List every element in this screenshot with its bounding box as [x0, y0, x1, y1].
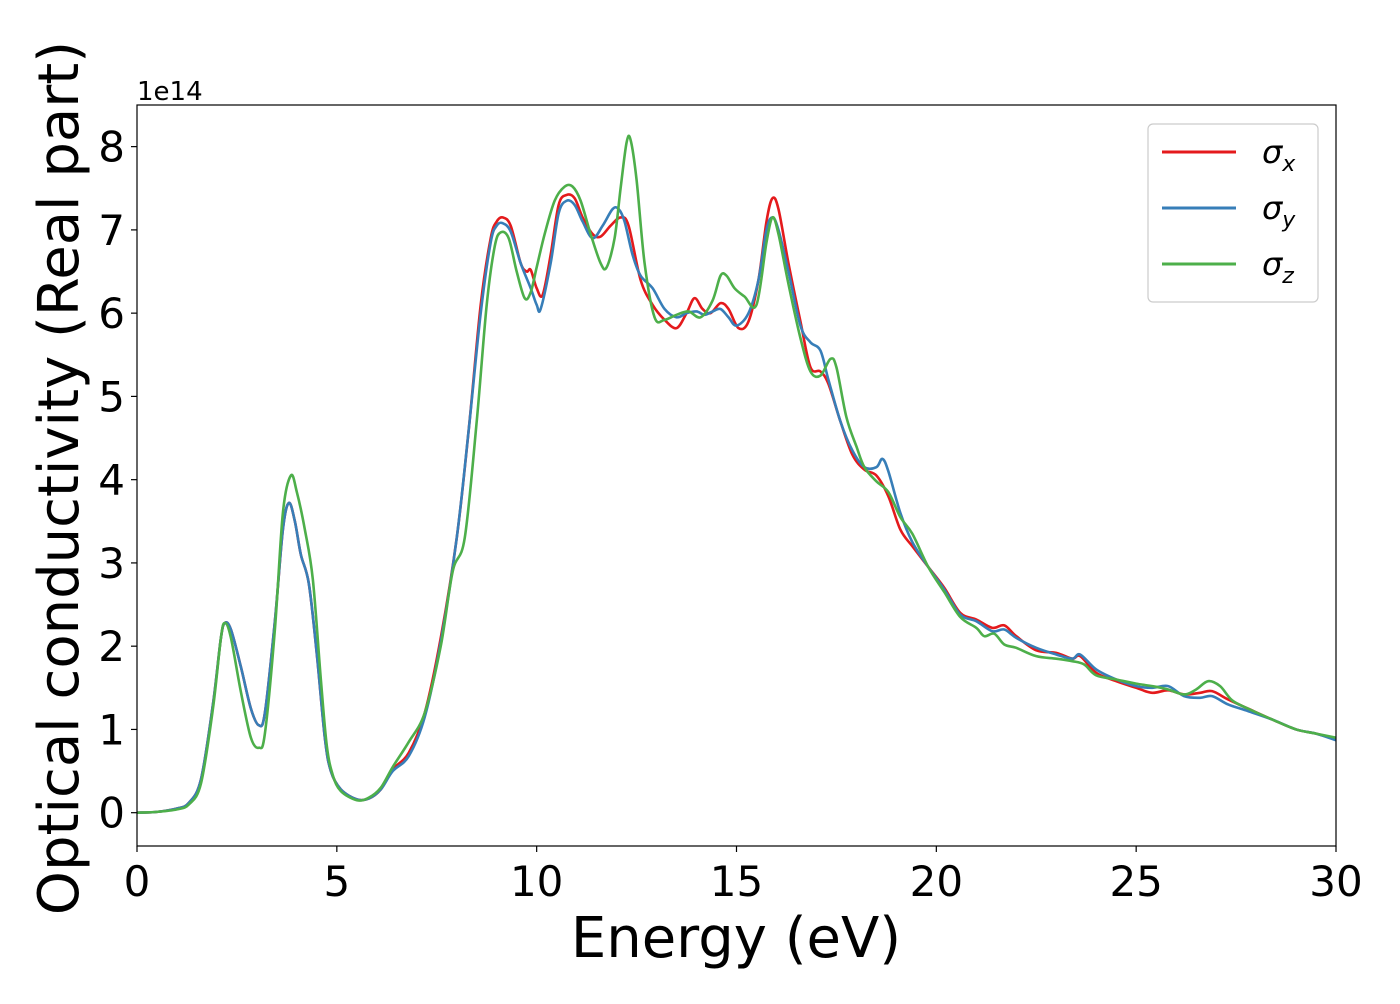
y-tick-label: 0 — [98, 789, 125, 838]
x-axis-title: Energy (eV) — [571, 906, 901, 971]
y-tick-label: 6 — [98, 289, 125, 338]
legend-entry-z: σz — [1262, 245, 1294, 289]
legend-box — [1147, 123, 1319, 303]
series-line-z — [137, 134, 1336, 814]
legend: σx σy σz — [1147, 123, 1319, 303]
y-tick-label: 5 — [98, 372, 125, 421]
y-tick-label: 7 — [98, 206, 125, 255]
x-tick-label: 30 — [1309, 857, 1362, 906]
x-tick-label: 20 — [910, 857, 963, 906]
series-group — [137, 134, 1336, 814]
x-tick-label: 25 — [1109, 857, 1162, 906]
y-tick-label: 2 — [98, 622, 125, 671]
y-tick-label: 1 — [98, 705, 125, 754]
legend-entry-x: σx — [1262, 133, 1296, 177]
y-tick-label: 4 — [98, 456, 125, 505]
series-line-y — [137, 199, 1336, 814]
y-tick-label: 3 — [98, 539, 125, 588]
x-tick-label: 15 — [710, 857, 763, 906]
y-axis-title: Optical conductivity (Real part) — [27, 41, 92, 915]
x-tick-label: 0 — [124, 857, 151, 906]
legend-entry-y: σy — [1262, 189, 1296, 233]
x-tick-label: 5 — [323, 857, 350, 906]
x-tick-label: 10 — [510, 857, 563, 906]
plot-area — [137, 134, 1336, 814]
y-axis-offset-text: 1e14 — [137, 77, 203, 107]
axes-layer: 0 5 10 15 20 25 30 0 1 2 3 4 5 6 7 8 — [98, 104, 1363, 906]
y-tick-label: 8 — [98, 123, 125, 172]
